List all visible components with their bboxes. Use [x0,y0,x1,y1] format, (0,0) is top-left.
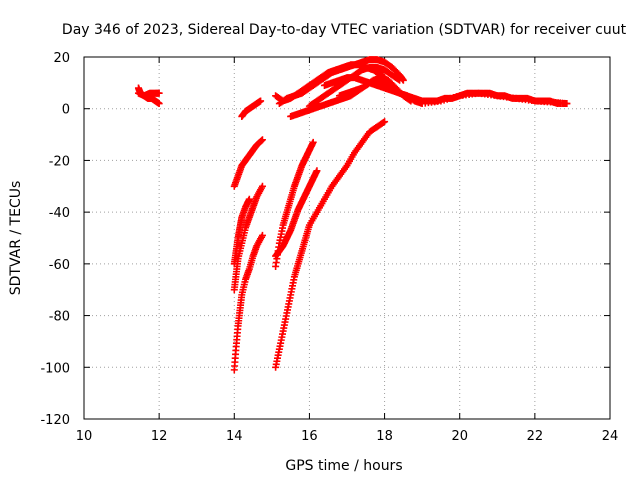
x-axis-label: GPS time / hours [285,458,402,474]
data-point [257,97,265,105]
data-point [309,138,317,146]
x-tick-label: 10 [76,429,93,444]
data-point [155,100,163,108]
data-points [134,56,571,374]
y-tick-label: 0 [62,103,70,118]
series-arc-9 [272,167,321,260]
y-tick-label: -100 [40,361,70,376]
x-tick-label: 14 [226,429,243,444]
x-tick-label: 22 [527,429,544,444]
data-point [379,119,387,127]
series-arc-3 [238,97,265,120]
series-arc-10 [272,118,389,371]
series-arc-6 [230,182,266,294]
data-point [381,118,389,126]
data-point [394,75,402,83]
y-tick-label: -80 [49,310,70,325]
x-tick-label: 18 [376,429,393,444]
data-point [245,195,253,203]
series-arc-4 [230,136,266,190]
x-tick-label: 16 [301,429,318,444]
data-point [563,100,571,108]
data-point [396,76,404,84]
y-tick-label: -60 [49,258,70,273]
data-point [155,89,163,97]
series-arc-14 [305,63,404,110]
series-arc-12 [275,56,407,108]
y-tick-label: -40 [49,206,70,221]
y-tick-label: -20 [49,154,70,169]
plot-area-frame [83,56,611,420]
y-tick-label: 20 [53,51,70,66]
axis-ticks [83,56,611,420]
x-tick-label: 12 [151,429,168,444]
grid-lines [84,57,610,419]
series-arc-2 [134,89,163,100]
data-point [258,136,266,144]
series-arc-7 [230,231,266,374]
y-tick-label: -120 [40,413,70,428]
x-tick-label: 20 [451,429,468,444]
y-axis-tick-labels: -120 -100 -80 -60 -40 -20 0 20 [40,51,70,428]
data-point [258,182,266,190]
x-tick-label: 24 [602,429,619,444]
chart-title: Day 346 of 2023, Sidereal Day-to-day VTE… [62,22,627,38]
y-axis-label: SDTVAR / TECUs [8,181,24,296]
series-arc-16 [335,76,571,108]
data-point [258,137,266,145]
data-point [313,167,321,175]
data-point [258,231,266,239]
x-axis-tick-labels: 10 12 14 16 18 20 22 24 [76,429,619,444]
